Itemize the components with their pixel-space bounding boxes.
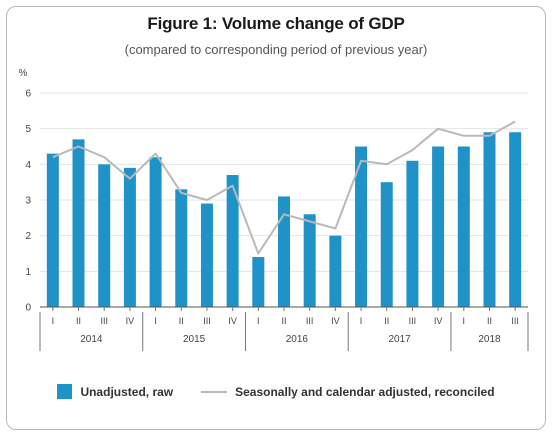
bar	[98, 164, 111, 307]
y-tick-label: 1	[25, 267, 31, 278]
x-tick-label: I	[154, 316, 157, 326]
bar	[432, 146, 445, 307]
x-tick-label: IV	[331, 316, 340, 326]
series-line	[52, 120, 516, 255]
y-tick-label: 2	[25, 231, 31, 242]
chart-subtitle: (compared to corresponding period of pre…	[124, 42, 428, 57]
x-tick-label: IV	[126, 316, 135, 326]
y-tick-label: 0	[25, 303, 31, 314]
bar	[483, 132, 496, 307]
x-tick-label: III	[511, 316, 519, 326]
bar	[406, 160, 419, 307]
x-tick-label: I	[360, 316, 363, 326]
year-label: 2017	[388, 334, 411, 345]
legend-item-unadjusted: Unadjusted, raw	[57, 384, 173, 399]
y-tick-label: 4	[25, 160, 31, 171]
y-tick-label: 5	[25, 124, 31, 135]
bar	[303, 214, 316, 307]
legend-label-unadjusted: Unadjusted, raw	[80, 384, 174, 399]
legend-label-adjusted: Seasonally and calendar adjusted, reconc…	[235, 384, 495, 399]
bar	[123, 167, 136, 307]
legend-item-adjusted: Seasonally and calendar adjusted, reconc…	[201, 384, 495, 399]
bar	[457, 146, 470, 307]
bar	[175, 189, 188, 307]
x-tick-label: III	[100, 316, 108, 326]
x-tick-label: IV	[434, 316, 443, 326]
legend-swatch-line	[201, 390, 228, 393]
y-unit-label: %	[19, 68, 28, 79]
year-label: 2014	[80, 334, 103, 345]
x-tick-label: II	[487, 316, 492, 326]
chart-frame	[6, 6, 546, 430]
x-tick-label: I	[257, 316, 260, 326]
year-label: 2016	[286, 334, 309, 345]
x-tick-label: III	[306, 316, 314, 326]
y-tick-label: 6	[25, 89, 31, 100]
bar	[355, 146, 368, 307]
x-tick-label: II	[281, 316, 286, 326]
x-tick-label: IV	[228, 316, 237, 326]
x-tick-label: I	[463, 316, 466, 326]
bar	[252, 257, 265, 307]
bar	[200, 203, 213, 307]
chart-legend: Unadjusted, raw Seasonally and calendar …	[0, 384, 552, 399]
bar	[226, 175, 239, 307]
year-label: 2015	[183, 334, 206, 345]
bar	[329, 235, 342, 307]
bar	[380, 182, 393, 307]
x-tick-label: III	[203, 316, 211, 326]
x-tick-label: II	[384, 316, 389, 326]
x-tick-label: II	[179, 316, 184, 326]
chart-title: Figure 1: Volume change of GDP	[147, 14, 405, 33]
y-tick-label: 3	[25, 196, 31, 207]
bar	[509, 132, 522, 307]
bar	[46, 153, 59, 307]
bar	[149, 157, 162, 307]
x-tick-label: III	[409, 316, 417, 326]
x-tick-label: II	[76, 316, 81, 326]
year-label: 2018	[478, 334, 501, 345]
bar	[278, 196, 290, 307]
x-tick-label: I	[52, 316, 55, 326]
bar	[72, 139, 85, 307]
legend-swatch-bar	[57, 384, 73, 399]
